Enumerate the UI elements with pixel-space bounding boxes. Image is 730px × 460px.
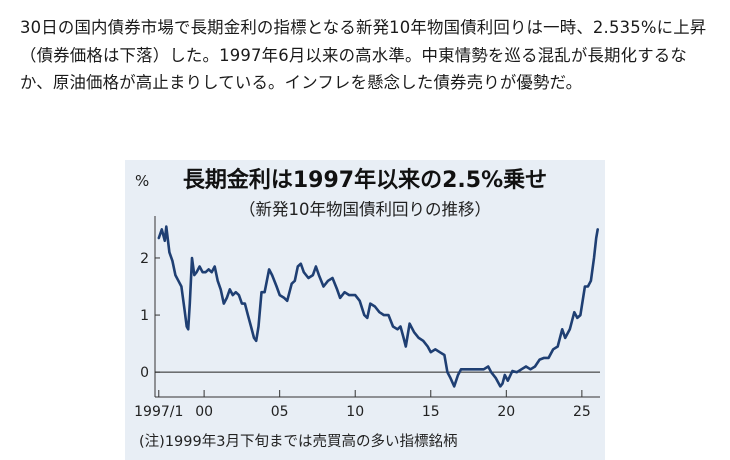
x-tick-label: 1997/1	[134, 404, 183, 420]
y-tick-label: 1	[140, 308, 149, 324]
chart-subtitle: （新発10年物国債利回りの推移）	[239, 200, 491, 219]
yield-chart-figure: % 0 1 2 1997/1 00 05 10 15 20 25 長期金利は1997年以来の2.5%…	[125, 160, 605, 460]
x-tick-label: 15	[422, 404, 440, 420]
x-tick-label: 25	[573, 404, 591, 420]
y-tick-label: 0	[140, 365, 149, 381]
article-paragraph: 30日の国内債券市場で長期金利の指標となる新発10年物国債利回りは一時、2.53…	[20, 18, 707, 92]
x-tick-label: 05	[271, 404, 289, 420]
chart-title: 長期金利は1997年以来の2.5%乗せ	[182, 168, 548, 193]
y-axis-unit-label: %	[135, 172, 149, 190]
chart-background	[125, 160, 605, 460]
yield-chart: % 0 1 2 1997/1 00 05 10 15 20 25	[125, 160, 605, 460]
x-tick-label: 20	[497, 404, 515, 420]
chart-note: (注)1999年3月下旬までは売買高の多い指標銘柄	[139, 434, 458, 450]
x-tick-label: 10	[346, 404, 364, 420]
yield-series-line	[157, 225, 599, 388]
axis-layer: % 0 1 2 1997/1 00 05 10 15 20 25	[134, 172, 600, 420]
y-tick-label: 2	[140, 251, 149, 267]
x-tick-label: 00	[195, 404, 213, 420]
